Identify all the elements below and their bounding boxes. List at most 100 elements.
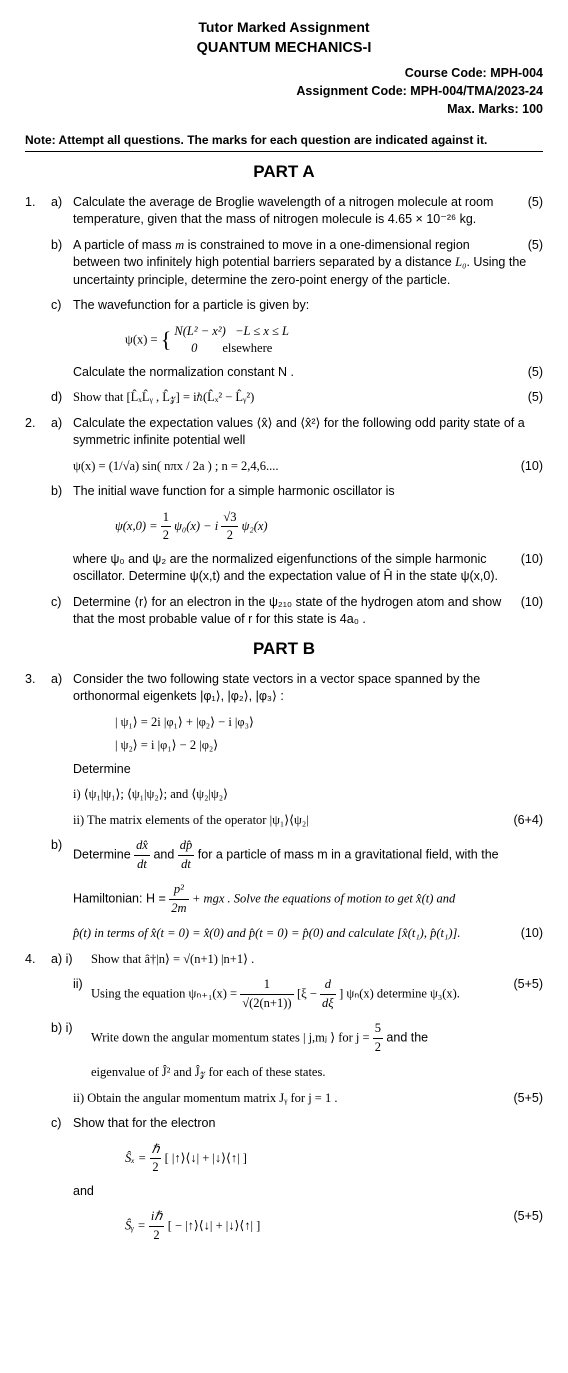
q3b-f1n: dx̂ <box>134 837 150 855</box>
q3b-p1b: and <box>153 847 177 861</box>
q3b-f3n: p² <box>169 881 188 899</box>
q4b-p1b: and the <box>386 1030 428 1044</box>
q1b-marks: (5) <box>528 237 543 255</box>
q4a-ii-mid: [ξ − <box>297 986 320 1000</box>
q4a-letter: a) i) <box>51 951 85 969</box>
q4c-letter: c) <box>51 1115 71 1133</box>
q4c-eq2-l: Ŝᵧ = <box>125 1218 149 1232</box>
q4a-ii-f2d: dξ <box>320 994 336 1013</box>
q2c-text: Determine ⟨r⟩ for an electron in the ψ₂₁… <box>73 595 501 627</box>
q4c-eq2-d: 2 <box>149 1226 164 1245</box>
q2b-f2n: √3 <box>221 509 238 527</box>
q4b: b) i) Write down the angular momentum st… <box>25 1020 543 1056</box>
q1a-text: Calculate the average de Broglie wavelen… <box>73 195 493 227</box>
q4b-f1d: 2 <box>373 1038 383 1057</box>
q3a-determine: Determine <box>25 761 543 779</box>
q3b-p2b: + mgx . Solve the equations of motion to… <box>192 891 455 905</box>
q1c-marks: (5) <box>528 364 543 382</box>
note-line: Note: Attempt all questions. The marks f… <box>25 132 543 152</box>
q3a-i-text: i) ⟨ψ₁|ψ₁⟩; ⟨ψ₁|ψ₂⟩; and ⟨ψ₂|ψ₂⟩ <box>73 787 228 801</box>
q2b-text-2: where ψ₀ and ψ₂ are the normalized eigen… <box>73 552 498 584</box>
q4b-p2: eigenvalue of Ĵ² and Ĵ𝓏 for each of thes… <box>91 1065 325 1079</box>
course-code: Course Code: MPH-004 <box>25 64 543 82</box>
q2b-part2: (10) where ψ₀ and ψ₂ are the normalized … <box>25 551 543 586</box>
q2c: c) (10) Determine ⟨r⟩ for an electron in… <box>25 594 543 629</box>
q3a-eq2: | ψ₂⟩ = i |φ₁⟩ − 2 |φ₂⟩ <box>25 737 543 755</box>
q1d: d) (5) Show that [L̂ₓL̂ᵧ , L̂𝓏] = iℏ(L̂ₓ… <box>25 389 543 407</box>
q4c-eq1: Ŝₓ = ℏ2 [ |↑⟩⟨↓| + |↓⟩⟨↑| ] <box>25 1141 543 1177</box>
q4a-ii-f2n: d <box>320 976 336 994</box>
q2b: b) The initial wave function for a simpl… <box>25 483 543 501</box>
q4a: 4. a) i) Show that â†|n⟩ = √(n+1) |n+1⟩ … <box>25 951 543 969</box>
q1d-letter: d) <box>51 389 71 407</box>
q4a-ii-end: ] ψₙ(x) determine ψ₃(x). <box>339 986 460 1000</box>
q3a-ii-text: ii) The matrix elements of the operator … <box>73 813 309 827</box>
q2b-eq-end: ψ₂(x) <box>242 519 268 533</box>
q1d-text: Show that [L̂ₓL̂ᵧ , L̂𝓏] = iℏ(L̂ₓ² − L̂ᵧ… <box>73 390 254 404</box>
q1b-text-1: A particle of mass <box>73 238 175 252</box>
q3b-f3d: 2m <box>169 899 188 918</box>
q2b-eq-l: ψ(x,0) = <box>115 519 161 533</box>
q1c-equation: ψ(x) = { N(L² − x²) −L ≤ x ≤ L 0 elsewhe… <box>25 323 543 358</box>
q4b-ii: (5+5) ii) Obtain the angular momentum ma… <box>25 1090 543 1108</box>
q1c-eq-top-r: −L ≤ x ≤ L <box>235 324 289 338</box>
assignment-header-1: Tutor Marked Assignment <box>25 18 543 38</box>
max-marks: Max. Marks: 100 <box>25 100 543 118</box>
q3a-i: i) ⟨ψ₁|ψ₁⟩; ⟨ψ₁|ψ₂⟩; and ⟨ψ₂|ψ₂⟩ <box>25 786 543 804</box>
q4a-ii: (5+5) ii) Using the equation ψₙ₊₁(x) = 1… <box>25 976 543 1012</box>
q4b-p1a: Write down the angular momentum states |… <box>91 1030 373 1044</box>
q3b: b) Determine dx̂dt and dp̂dt for a parti… <box>25 837 543 873</box>
q4c-eq2-r: [ − |↑⟩⟨↓| + |↓⟩⟨↑| ] <box>168 1218 261 1232</box>
q3b-f2n: dp̂ <box>178 837 195 855</box>
q3a-letter: a) <box>51 671 71 689</box>
q2b-text-1: The initial wave function for a simple h… <box>73 484 395 498</box>
q3a-text: Consider the two following state vectors… <box>73 672 480 704</box>
q3b-marks: (10) <box>521 925 543 943</box>
q2a: 2. a) Calculate the expectation values ⟨… <box>25 415 543 450</box>
q2b-marks: (10) <box>521 551 543 569</box>
q4c-marks: (5+5) <box>513 1208 543 1226</box>
q4a-ii-letter: ii) <box>73 976 83 994</box>
q4-number: 4. <box>25 951 49 969</box>
q4c-eq2-row: (5+5) Ŝᵧ = iℏ2 [ − |↑⟩⟨↓| + |↓⟩⟨↑| ] <box>25 1208 543 1244</box>
q3b-line3: (10) p̂(t) in terms of x̂(t = 0) = x̂(0)… <box>25 925 543 943</box>
q1a: 1. a) (5) Calculate the average de Brogl… <box>25 194 543 229</box>
q4a-marks: (5+5) <box>513 976 543 994</box>
q2a-marks: (10) <box>521 458 543 476</box>
q3b-f2d: dt <box>178 855 195 874</box>
assignment-header-2: QUANTUM MECHANICS-I <box>25 38 543 58</box>
q4c-text-1: Show that for the electron <box>73 1116 215 1130</box>
q1c-letter: c) <box>51 297 71 315</box>
q3b-p2a: Hamiltonian: H = <box>73 891 169 905</box>
part-b-title: PART B <box>25 637 543 661</box>
q1a-letter: a) <box>51 194 71 212</box>
q2c-marks: (10) <box>521 594 543 612</box>
q1b: b) (5) A particle of mass m is constrain… <box>25 237 543 290</box>
q4c-eq1-n: ℏ <box>150 1141 162 1159</box>
q4a-ii-p1a: Using the equation ψₙ₊₁(x) = <box>91 986 240 1000</box>
q4b-f1n: 5 <box>373 1020 383 1038</box>
q3b-p3: p̂(t) in terms of x̂(t = 0) = x̂(0) and … <box>73 926 460 940</box>
q2b-letter: b) <box>51 483 71 501</box>
q4b-letter: b) i) <box>51 1020 89 1038</box>
q3b-f1d: dt <box>134 855 150 874</box>
q1c-text-1: The wavefunction for a particle is given… <box>73 298 309 312</box>
q4c-eq1-r: [ |↑⟩⟨↓| + |↓⟩⟨↑| ] <box>165 1151 247 1165</box>
q1b-L0: L₀ <box>455 255 466 269</box>
q1c-text-2: Calculate the normalization constant N . <box>73 365 294 379</box>
q4c-and: and <box>25 1183 543 1201</box>
q4b-line2: eigenvalue of Ĵ² and Ĵ𝓏 for each of thes… <box>25 1064 543 1082</box>
q3a-ii: (6+4) ii) The matrix elements of the ope… <box>25 812 543 830</box>
q1b-letter: b) <box>51 237 71 255</box>
q3a-marks: (6+4) <box>513 812 543 830</box>
q3b-letter: b) <box>51 837 71 855</box>
q3b-p1c: for a particle of mass m in a gravitatio… <box>198 847 499 861</box>
q3b-line2: Hamiltonian: H = p²2m + mgx . Solve the … <box>25 881 543 917</box>
part-a-title: PART A <box>25 160 543 184</box>
q3a-det-label: Determine <box>73 762 131 776</box>
q4c-and-label: and <box>73 1184 94 1198</box>
q1-number: 1. <box>25 194 49 212</box>
assignment-code: Assignment Code: MPH-004/TMA/2023-24 <box>25 82 543 100</box>
q1c-eq-bot-l: 0 <box>191 341 197 355</box>
q4b-marks: (5+5) <box>513 1090 543 1108</box>
